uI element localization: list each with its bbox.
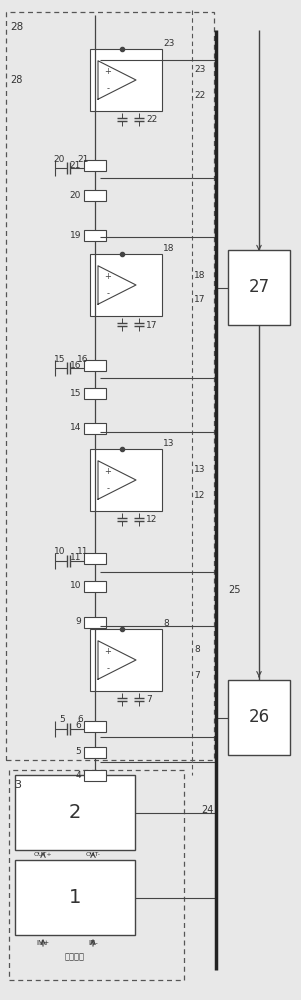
Text: +: +: [104, 272, 111, 281]
Bar: [228, 680, 290, 755]
Bar: [6, 12, 214, 760]
Text: 19: 19: [70, 231, 81, 239]
Text: 12: 12: [146, 516, 157, 524]
Bar: [84, 422, 106, 434]
Bar: [84, 387, 106, 398]
Text: 5: 5: [59, 716, 65, 724]
Text: 7: 7: [146, 696, 152, 704]
Text: 6: 6: [75, 722, 81, 730]
Text: 23: 23: [163, 39, 174, 48]
Bar: [15, 860, 135, 935]
Bar: [84, 616, 106, 628]
Text: 20: 20: [54, 154, 65, 163]
Bar: [84, 552, 106, 564]
Bar: [90, 254, 162, 316]
Text: IN-: IN-: [88, 940, 98, 946]
Bar: [84, 580, 106, 591]
Text: OUT-: OUT-: [85, 852, 101, 856]
Bar: [84, 770, 106, 780]
Text: 4: 4: [75, 770, 81, 780]
Text: 20: 20: [70, 190, 81, 200]
Text: 22: 22: [146, 115, 157, 124]
Text: 27: 27: [248, 278, 270, 296]
Text: -: -: [107, 84, 110, 93]
Text: 10: 10: [54, 548, 65, 556]
Text: 24: 24: [201, 805, 213, 815]
Text: -: -: [107, 484, 110, 493]
Bar: [15, 775, 135, 850]
Text: 17: 17: [194, 296, 206, 304]
Text: 接受组件: 接受组件: [65, 952, 85, 962]
Text: 2: 2: [69, 803, 81, 822]
Polygon shape: [98, 641, 136, 679]
Text: 18: 18: [163, 244, 175, 253]
Text: OUT+: OUT+: [34, 852, 52, 856]
Text: 28: 28: [10, 22, 23, 32]
Text: 26: 26: [248, 708, 270, 726]
Polygon shape: [98, 61, 136, 99]
Text: 23: 23: [194, 66, 205, 75]
Bar: [84, 720, 106, 732]
Text: 15: 15: [54, 355, 65, 363]
Bar: [84, 746, 106, 758]
Text: 10: 10: [70, 582, 81, 590]
Bar: [9, 770, 184, 980]
Text: 28: 28: [10, 75, 22, 85]
Text: 11: 11: [77, 548, 88, 556]
Text: 9: 9: [75, 617, 81, 626]
Bar: [84, 360, 106, 370]
Polygon shape: [98, 461, 136, 499]
Text: 15: 15: [70, 388, 81, 397]
Text: 12: 12: [194, 490, 205, 499]
Text: 7: 7: [194, 670, 200, 680]
Bar: [84, 230, 106, 240]
Text: 8: 8: [163, 619, 169, 628]
Text: +: +: [104, 67, 111, 76]
Text: 16: 16: [70, 360, 81, 369]
Text: 8: 8: [194, 646, 200, 654]
Text: 13: 13: [163, 439, 175, 448]
Bar: [84, 159, 106, 170]
Text: 11: 11: [70, 554, 81, 562]
Text: -: -: [107, 289, 110, 298]
Text: 17: 17: [146, 320, 158, 330]
Text: 3: 3: [14, 780, 21, 790]
Text: -: -: [107, 664, 110, 673]
Bar: [84, 190, 106, 200]
Bar: [90, 449, 162, 511]
Polygon shape: [98, 266, 136, 304]
Text: 21: 21: [70, 160, 81, 169]
Text: IN+: IN+: [36, 940, 50, 946]
Bar: [90, 629, 162, 691]
Text: +: +: [104, 467, 111, 476]
Text: +: +: [104, 647, 111, 656]
Text: 1: 1: [69, 888, 81, 907]
Bar: [90, 49, 162, 111]
Text: 6: 6: [77, 716, 83, 724]
Text: 14: 14: [70, 424, 81, 432]
Text: 5: 5: [75, 748, 81, 756]
Text: 25: 25: [228, 585, 240, 595]
Text: 13: 13: [194, 466, 206, 475]
Text: 22: 22: [194, 91, 205, 100]
Text: 16: 16: [77, 355, 88, 363]
Text: 21: 21: [77, 154, 88, 163]
Bar: [228, 250, 290, 325]
Text: 18: 18: [194, 270, 206, 279]
